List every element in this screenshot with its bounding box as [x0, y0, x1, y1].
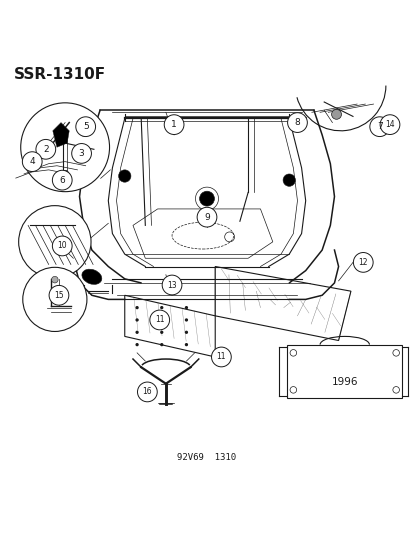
Circle shape	[197, 207, 216, 227]
Ellipse shape	[82, 269, 102, 285]
Text: SSR-1310F: SSR-1310F	[14, 67, 106, 82]
Circle shape	[61, 170, 69, 177]
Text: 4: 4	[29, 157, 35, 166]
Circle shape	[184, 318, 188, 321]
Circle shape	[211, 347, 231, 367]
Text: 12: 12	[358, 258, 367, 267]
Circle shape	[23, 268, 87, 332]
Circle shape	[160, 318, 163, 321]
Text: 92V69  1310: 92V69 1310	[177, 453, 236, 462]
Circle shape	[80, 130, 87, 136]
Text: 16: 16	[142, 387, 152, 397]
Circle shape	[331, 109, 341, 119]
Text: 6: 6	[59, 176, 65, 184]
Circle shape	[184, 330, 188, 334]
Text: 5: 5	[83, 122, 88, 131]
Circle shape	[118, 170, 131, 182]
Circle shape	[282, 174, 295, 187]
Circle shape	[76, 117, 95, 136]
Circle shape	[184, 343, 188, 346]
Circle shape	[199, 191, 214, 206]
Circle shape	[21, 103, 109, 192]
Circle shape	[135, 330, 138, 334]
Circle shape	[71, 143, 91, 163]
Polygon shape	[53, 123, 69, 147]
Circle shape	[52, 170, 72, 190]
Text: 8: 8	[294, 118, 299, 127]
Text: 1996: 1996	[331, 377, 357, 386]
Polygon shape	[69, 256, 73, 262]
Circle shape	[52, 236, 72, 256]
Circle shape	[49, 285, 69, 305]
Text: 2: 2	[43, 145, 48, 154]
Text: 7: 7	[376, 122, 382, 131]
Circle shape	[369, 117, 389, 136]
Circle shape	[184, 306, 188, 309]
Circle shape	[160, 330, 163, 334]
Text: 13: 13	[167, 280, 176, 289]
Circle shape	[287, 112, 306, 132]
Circle shape	[135, 306, 138, 309]
Text: 3: 3	[78, 149, 84, 158]
Text: 1: 1	[171, 120, 176, 129]
Text: 11: 11	[154, 316, 164, 325]
Text: 11: 11	[216, 352, 225, 361]
Text: 9: 9	[204, 213, 209, 222]
Text: 14: 14	[384, 120, 394, 129]
Circle shape	[150, 310, 169, 330]
Circle shape	[160, 343, 163, 346]
Circle shape	[22, 152, 42, 172]
Text: 10: 10	[57, 241, 67, 251]
Circle shape	[353, 253, 372, 272]
Circle shape	[162, 275, 181, 295]
Circle shape	[135, 318, 138, 321]
Circle shape	[135, 343, 138, 346]
Circle shape	[164, 115, 183, 134]
Text: 15: 15	[54, 291, 64, 300]
Circle shape	[379, 115, 399, 134]
Circle shape	[52, 277, 58, 283]
Circle shape	[160, 306, 163, 309]
Circle shape	[19, 206, 91, 278]
Circle shape	[137, 382, 157, 402]
Circle shape	[36, 140, 55, 159]
